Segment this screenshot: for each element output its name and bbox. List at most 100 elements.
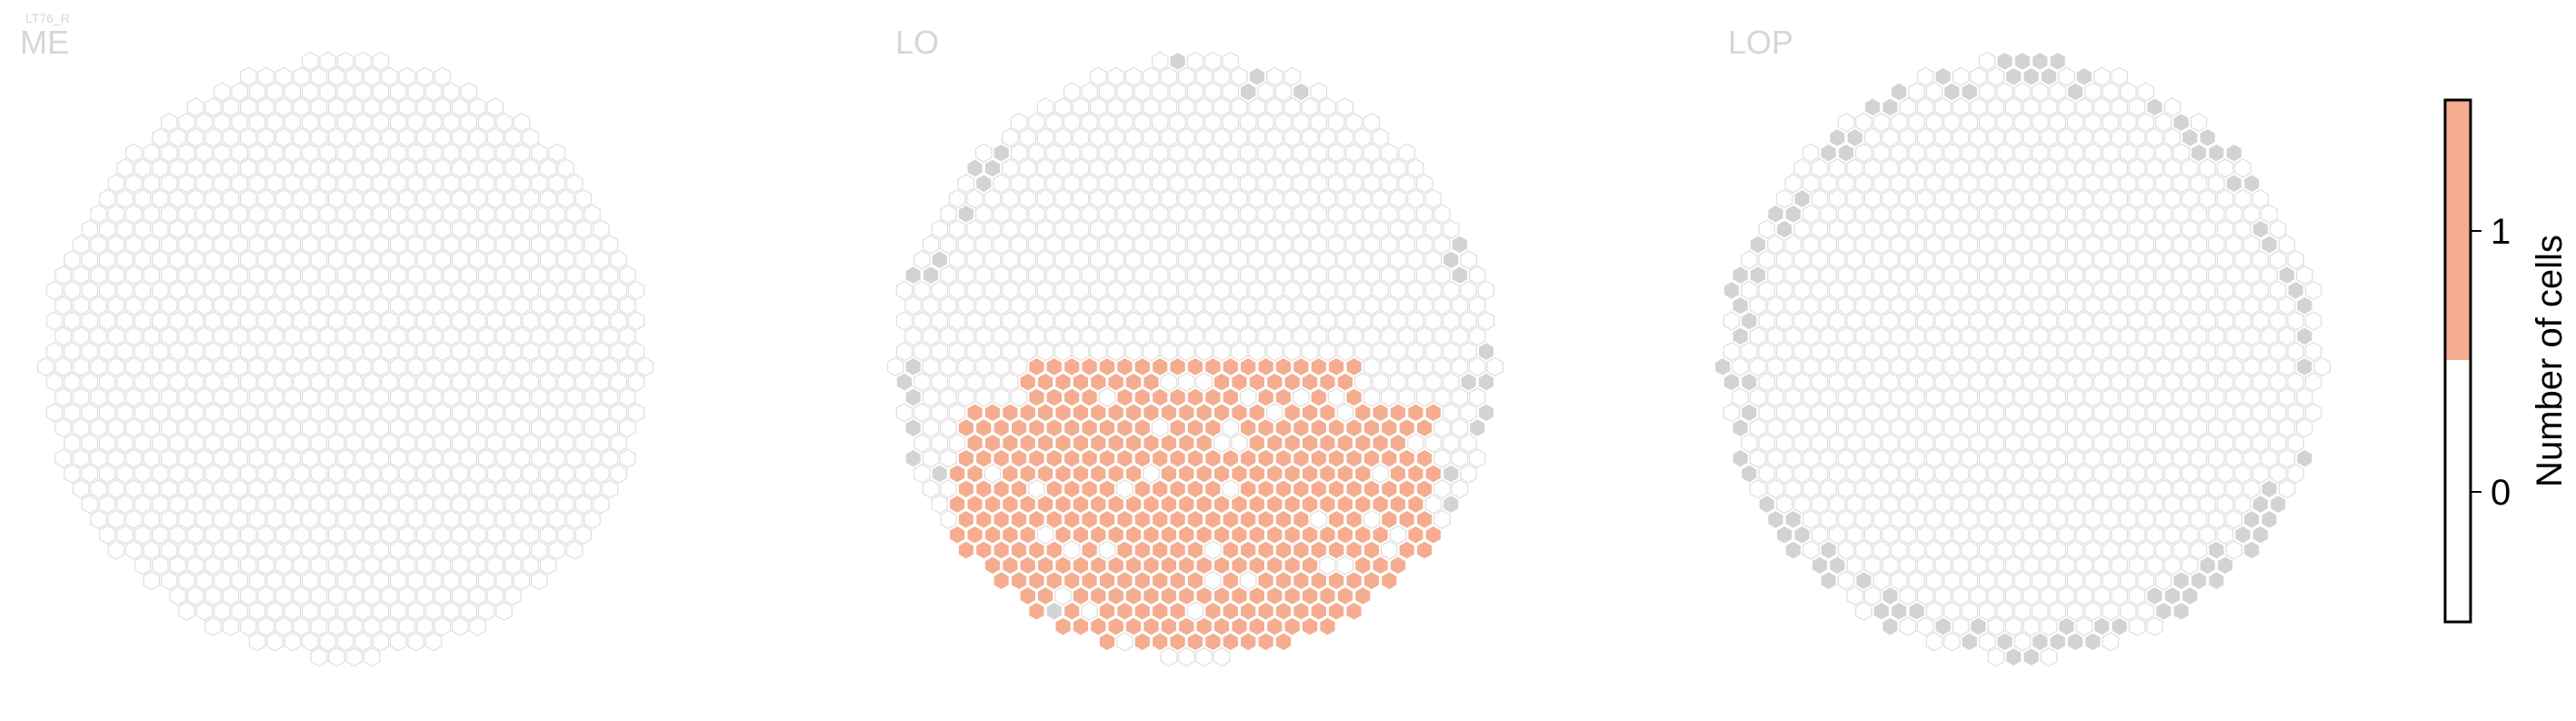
- hex-cell: [389, 417, 407, 438]
- hex-cell: [1970, 403, 1987, 423]
- hex-cell: [424, 448, 443, 468]
- hex-cell: [354, 204, 372, 225]
- hex-cell: [1019, 372, 1036, 392]
- hex-cell: [1010, 417, 1028, 438]
- hex-cell: [443, 570, 460, 591]
- hex-cell: [345, 372, 363, 392]
- hex-cell: [407, 295, 424, 315]
- hex-cell: [1133, 540, 1152, 560]
- hex-cell: [2022, 433, 2040, 454]
- hex-cell: [319, 295, 336, 315]
- hex-cell: [1293, 540, 1310, 560]
- hex-cell: [310, 646, 328, 667]
- hex-cell: [1204, 479, 1222, 499]
- hex-cell: [1186, 632, 1204, 652]
- hex-cell: [345, 616, 363, 636]
- hex-cell: [1917, 188, 1934, 209]
- hex-cell: [1186, 601, 1204, 621]
- hex-cell: [1767, 204, 1784, 225]
- hex-cell: [1301, 616, 1319, 636]
- hex-cell: [90, 479, 107, 499]
- hex-cell: [434, 250, 451, 270]
- hex-cell: [195, 356, 214, 377]
- hex-cell: [248, 509, 266, 530]
- hex-cell: [1231, 158, 1248, 178]
- hex-cell: [1846, 403, 1863, 423]
- hex-cell: [584, 417, 601, 438]
- hex-cell: [1802, 295, 1820, 315]
- hex-cell: [301, 417, 319, 438]
- hex-cell: [2172, 265, 2190, 285]
- hex-cell: [1996, 143, 2013, 163]
- hex-cell: [2102, 479, 2120, 499]
- hex-cell: [407, 174, 424, 194]
- hex-cell: [169, 403, 186, 423]
- hex-cell: [1908, 387, 1925, 407]
- hex-cell: [336, 417, 354, 438]
- hex-cell: [2049, 479, 2067, 499]
- hex-cell: [407, 356, 424, 377]
- hex-cell: [1151, 295, 1169, 315]
- hex-cell: [1407, 188, 1424, 209]
- hex-cell: [354, 448, 372, 468]
- hex-cell: [1415, 174, 1433, 194]
- hex-cell: [1257, 479, 1274, 499]
- hex-cell: [1186, 295, 1204, 315]
- hex-cell: [98, 341, 116, 362]
- hex-cell: [1002, 311, 1019, 331]
- hex-cell: [1195, 525, 1213, 545]
- panel-title-me: ME: [20, 24, 69, 61]
- hex-cell: [1293, 143, 1310, 163]
- hex-cell: [1890, 509, 1908, 530]
- hex-cell: [1045, 174, 1063, 194]
- hex-cell: [2190, 295, 2208, 315]
- hex-cell: [1872, 387, 1891, 407]
- hex-cell: [354, 51, 372, 72]
- hex-cell: [2005, 219, 2022, 239]
- hex-cell: [72, 265, 90, 285]
- hex-cell: [336, 540, 354, 560]
- hex-cell: [1248, 250, 1266, 270]
- hex-cell: [636, 356, 654, 377]
- hex-cell: [266, 601, 284, 621]
- hex-cell: [1045, 112, 1063, 133]
- hex-cell: [98, 525, 116, 545]
- hex-cell: [1882, 586, 1899, 606]
- hex-cell: [1837, 143, 1855, 163]
- hex-cell: [275, 341, 293, 362]
- hex-cell: [275, 433, 293, 454]
- hex-cell: [328, 464, 345, 484]
- hex-cell: [205, 403, 222, 423]
- hex-cell: [531, 479, 548, 499]
- hex-cell: [2287, 250, 2304, 270]
- hex-cell: [275, 219, 293, 239]
- hex-cell: [205, 188, 222, 209]
- hex-cell: [1116, 326, 1133, 346]
- hex-cell: [1204, 235, 1222, 255]
- hex-cell: [1116, 570, 1133, 591]
- hex-cell: [1151, 143, 1169, 163]
- hex-cell: [1186, 51, 1204, 72]
- hex-cell: [486, 372, 504, 392]
- hex-cell: [1090, 464, 1107, 484]
- hex-cell: [531, 265, 548, 285]
- hex-cell: [169, 556, 186, 576]
- hex-cell: [957, 417, 975, 438]
- hex-cell: [2261, 479, 2278, 499]
- hex-cell: [213, 235, 231, 255]
- hex-cell: [2093, 341, 2111, 362]
- hex-cell: [81, 433, 98, 454]
- hex-cell: [1045, 570, 1063, 591]
- hex-cell: [1846, 280, 1863, 301]
- hex-cell: [186, 188, 205, 209]
- hex-cell: [584, 356, 601, 377]
- hex-cell: [90, 295, 107, 315]
- hex-cell: [1204, 417, 1222, 438]
- hex-cell: [2296, 448, 2313, 468]
- hex-cell: [2146, 341, 2163, 362]
- hex-cell: [125, 295, 143, 315]
- hex-cell: [469, 280, 486, 301]
- hex-cell: [1961, 265, 1979, 285]
- hex-cell: [2111, 586, 2128, 606]
- hex-cell: [116, 433, 134, 454]
